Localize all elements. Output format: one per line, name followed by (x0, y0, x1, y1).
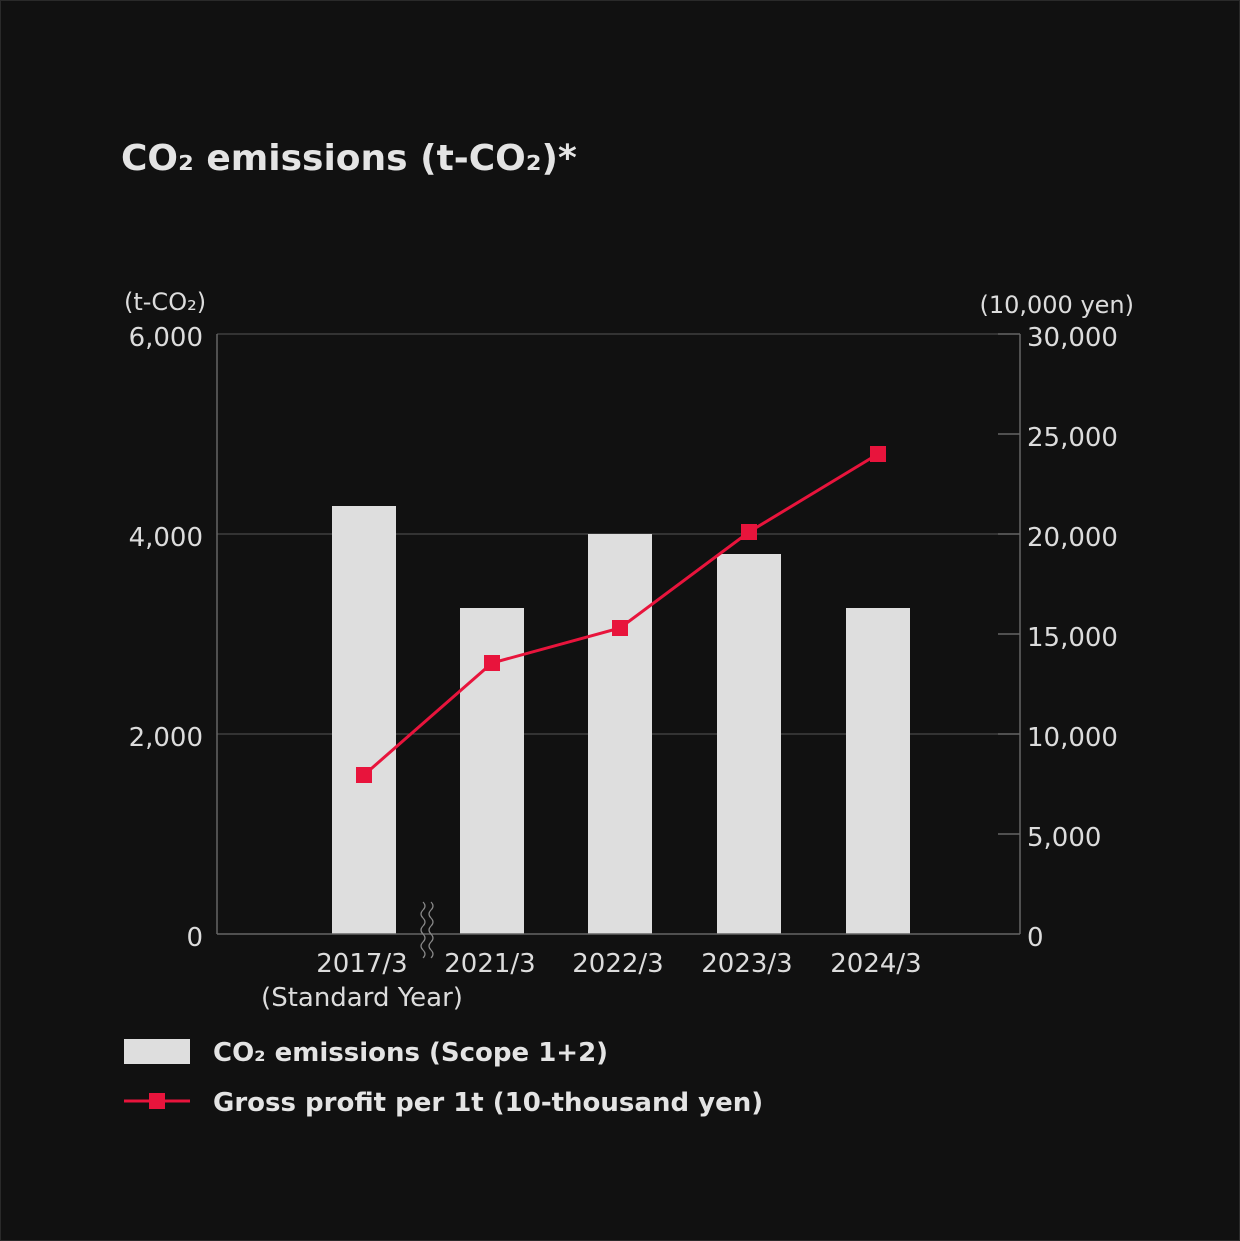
legend-label-co2: CO₂ emissions (Scope 1+2) (213, 1038, 608, 1068)
tick-labels: 0 2,000 4,000 6,000 0 5,000 10,000 15,000 20,000… (129, 323, 1118, 1013)
axis-break-squiggle (420, 901, 426, 959)
left-tick-label: 0 (186, 923, 203, 953)
line-series (356, 446, 886, 783)
line-marker-2024-3 (870, 446, 886, 462)
legend-marker-swatch (149, 1093, 165, 1109)
x-tick-label: 2023/3 (701, 949, 792, 979)
bar-2024-3 (846, 608, 910, 934)
line-marker-2021-3 (484, 655, 500, 671)
right-tick-label: 20,000 (1027, 523, 1118, 553)
axes (216, 333, 1021, 959)
legend: CO₂ emissions (Scope 1+2) Gross profit pe… (124, 1038, 763, 1118)
legend-bar-swatch (124, 1039, 190, 1064)
right-axis-unit: (10,000 yen) (979, 291, 1134, 319)
x-tick-label: 2024/3 (830, 949, 921, 979)
chart-title: CO₂ emissions (t-CO₂)* (121, 138, 577, 179)
line-marker-2023-3 (741, 524, 757, 540)
right-tick-label: 10,000 (1027, 723, 1118, 753)
left-tick-label: 6,000 (129, 323, 203, 353)
x-tick-label: 2021/3 (444, 949, 535, 979)
bar-series (332, 506, 910, 934)
left-axis-unit: (t-CO₂) (124, 288, 206, 316)
bar-2022-3 (588, 534, 652, 934)
right-tick-label: 25,000 (1027, 423, 1118, 453)
left-tick-label: 4,000 (129, 523, 203, 553)
bar-2023-3 (717, 554, 781, 934)
line-marker-2017-3 (356, 767, 372, 783)
left-tick-label: 2,000 (129, 723, 203, 753)
line-marker-2022-3 (612, 620, 628, 636)
x-tick-label: 2017/3 (316, 949, 407, 979)
axis-break-squiggle (428, 901, 434, 959)
x-tick-sublabel: (Standard Year) (261, 983, 463, 1013)
right-tick-label: 5,000 (1027, 823, 1101, 853)
legend-label-gross-profit: Gross profit per 1t (10-thousand yen) (213, 1088, 763, 1118)
bar-2017-3 (332, 506, 396, 934)
right-tick-label: 15,000 (1027, 623, 1118, 653)
right-tick-label: 0 (1027, 923, 1044, 953)
x-tick-label: 2022/3 (572, 949, 663, 979)
right-tick-label: 30,000 (1027, 323, 1118, 353)
